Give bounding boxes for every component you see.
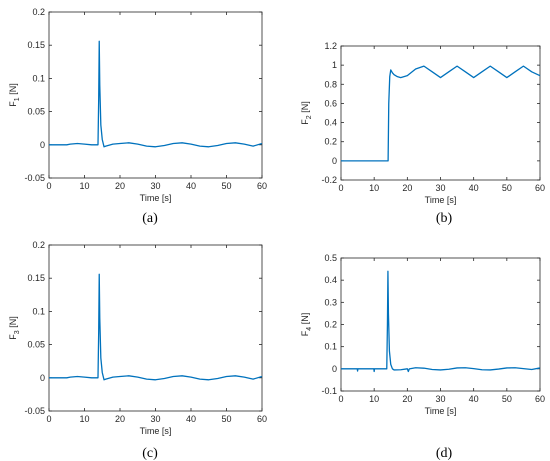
x-tick-label: 10 <box>369 394 379 404</box>
axes-frame <box>340 257 541 392</box>
axes-frame <box>48 244 263 412</box>
x-tick-label: 60 <box>535 394 545 404</box>
y-tick-label: -0.05 <box>24 173 45 183</box>
x-tick-label: 10 <box>79 414 89 424</box>
y-tick-label: 0.8 <box>324 79 337 89</box>
x-tick-label: 60 <box>535 183 545 193</box>
y-axis-label: F3 [N] <box>8 316 21 339</box>
x-tick-label: 30 <box>435 183 445 193</box>
x-tick-label: 20 <box>402 394 412 404</box>
x-tick-label: 20 <box>115 181 125 191</box>
panel-label: (c) <box>142 446 158 461</box>
y-tick-label: 0.15 <box>27 40 45 50</box>
x-tick-label: 40 <box>186 181 196 191</box>
x-tick-label: 0 <box>46 181 51 191</box>
x-tick-label: 50 <box>221 414 231 424</box>
y-tick-label: 0 <box>332 364 337 374</box>
y-tick-label: 1 <box>332 60 337 70</box>
y-tick-label: 0.6 <box>324 98 337 108</box>
x-tick-label: 50 <box>502 183 512 193</box>
y-tick-label: 0.1 <box>32 73 45 83</box>
x-tick-label: 40 <box>469 183 479 193</box>
x-axis-label: Time [s] <box>140 193 172 203</box>
y-axis-label: F2 [N] <box>300 101 313 124</box>
x-tick-label: 30 <box>150 414 160 424</box>
x-tick-label: 60 <box>257 181 267 191</box>
y-tick-label: 0 <box>40 140 45 150</box>
series-line <box>49 273 263 381</box>
y-tick-label: 0.2 <box>324 137 337 147</box>
x-axis-label: Time [s] <box>425 195 457 205</box>
x-tick-label: 50 <box>502 394 512 404</box>
x-tick-label: 40 <box>186 414 196 424</box>
series-line <box>49 40 263 148</box>
y-tick-label: 0.05 <box>27 107 45 117</box>
panel-label: (a) <box>142 211 158 226</box>
x-axis-label: Time [s] <box>425 406 457 416</box>
y-tick-label: 0.1 <box>324 342 337 352</box>
axes-frame <box>340 45 541 181</box>
y-tick-label: -0.2 <box>321 175 337 185</box>
y-tick-label: 0.4 <box>324 275 337 285</box>
y-tick-label: 0.2 <box>32 7 45 17</box>
y-tick-label: 0.4 <box>324 118 337 128</box>
y-tick-label: 1.2 <box>324 41 337 51</box>
y-tick-label: 0.2 <box>32 240 45 250</box>
y-tick-label: 0.05 <box>27 340 45 350</box>
axes-frame <box>48 11 263 179</box>
y-axis-label: F4 [N] <box>300 313 313 336</box>
panel-label: (d) <box>436 446 453 461</box>
y-tick-label: 0.2 <box>324 320 337 330</box>
x-tick-label: 20 <box>115 414 125 424</box>
x-tick-label: 0 <box>338 394 343 404</box>
y-tick-label: 0 <box>40 373 45 383</box>
x-tick-label: 10 <box>79 181 89 191</box>
x-tick-label: 50 <box>221 181 231 191</box>
y-tick-label: -0.05 <box>24 406 45 416</box>
y-tick-label: 0.3 <box>324 297 337 307</box>
x-tick-label: 60 <box>257 414 267 424</box>
x-tick-label: 10 <box>369 183 379 193</box>
x-axis-label: Time [s] <box>140 426 172 436</box>
y-tick-label: -0.1 <box>321 386 337 396</box>
x-tick-label: 30 <box>150 181 160 191</box>
x-tick-label: 20 <box>402 183 412 193</box>
x-tick-label: 40 <box>469 394 479 404</box>
series-line <box>341 65 541 162</box>
x-tick-label: 30 <box>435 394 445 404</box>
y-axis-label: F1 [N] <box>8 83 21 106</box>
y-tick-label: 0.5 <box>324 253 337 263</box>
y-tick-label: 0 <box>332 156 337 166</box>
x-tick-label: 0 <box>338 183 343 193</box>
x-tick-label: 0 <box>46 414 51 424</box>
y-tick-label: 0.1 <box>32 306 45 316</box>
y-tick-label: 0.15 <box>27 273 45 283</box>
panel-label: (b) <box>436 211 453 226</box>
series-line <box>341 270 541 373</box>
